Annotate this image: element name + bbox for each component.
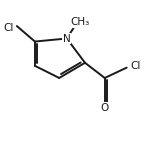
Text: Cl: Cl bbox=[131, 61, 141, 71]
Text: N: N bbox=[63, 34, 71, 44]
Text: Cl: Cl bbox=[3, 23, 14, 33]
Text: CH₃: CH₃ bbox=[71, 17, 90, 27]
Text: O: O bbox=[101, 103, 109, 113]
